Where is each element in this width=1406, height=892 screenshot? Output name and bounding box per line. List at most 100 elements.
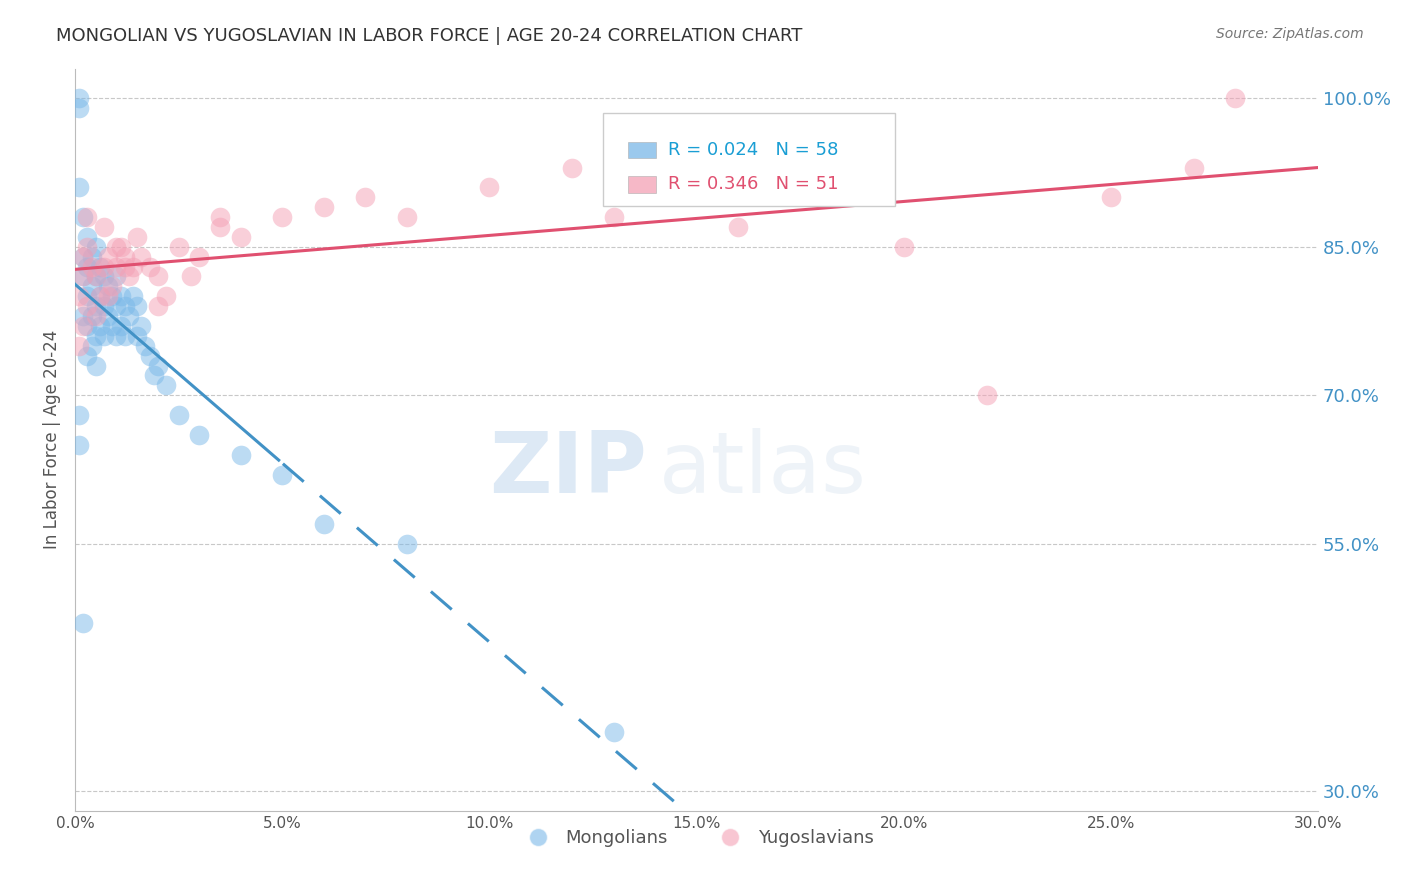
Point [84, 269, 107, 284]
Point [72, 210, 94, 224]
Point [229, 230, 252, 244]
Point [97, 309, 120, 323]
Point [602, 725, 624, 739]
Point [146, 269, 169, 284]
Point [67, 408, 90, 422]
Point [110, 318, 132, 333]
Point [114, 260, 136, 274]
Point [76, 240, 98, 254]
Point [84, 240, 107, 254]
Point [395, 210, 418, 224]
Point [76, 318, 98, 333]
Point [80, 339, 103, 353]
Point [97, 279, 120, 293]
Point [89, 318, 111, 333]
Point [72, 250, 94, 264]
Text: Source: ZipAtlas.com: Source: ZipAtlas.com [1216, 27, 1364, 41]
Legend: Mongolians, Yugoslavians: Mongolians, Yugoslavians [513, 822, 880, 855]
Y-axis label: In Labor Force | Age 20-24: In Labor Force | Age 20-24 [44, 330, 60, 549]
Point [1182, 161, 1205, 175]
Point [93, 329, 115, 343]
Text: MONGOLIAN VS YUGOSLAVIAN IN LABOR FORCE | AGE 20-24 CORRELATION CHART: MONGOLIAN VS YUGOSLAVIAN IN LABOR FORCE … [56, 27, 803, 45]
Point [602, 210, 624, 224]
FancyBboxPatch shape [603, 113, 896, 206]
Point [114, 299, 136, 313]
Point [72, 615, 94, 630]
Point [67, 101, 90, 115]
Point [105, 269, 128, 284]
Point [80, 309, 103, 323]
Point [101, 279, 124, 293]
Point [561, 161, 583, 175]
Text: ZIP: ZIP [489, 428, 647, 511]
Point [180, 269, 202, 284]
Point [209, 210, 232, 224]
Point [67, 91, 90, 105]
Point [131, 318, 153, 333]
Point [312, 516, 335, 531]
Point [93, 260, 115, 274]
Point [167, 408, 190, 422]
FancyBboxPatch shape [628, 177, 655, 193]
Point [893, 240, 915, 254]
Point [72, 309, 94, 323]
Point [127, 329, 149, 343]
Point [122, 260, 145, 274]
Point [685, 170, 707, 185]
Point [93, 299, 115, 313]
Point [72, 250, 94, 264]
Point [80, 279, 103, 293]
Point [167, 240, 190, 254]
Point [84, 329, 107, 343]
Point [76, 289, 98, 303]
Point [84, 359, 107, 373]
Point [118, 309, 141, 323]
Point [67, 289, 90, 303]
Point [271, 210, 294, 224]
Point [188, 250, 211, 264]
Point [188, 428, 211, 442]
Point [97, 289, 120, 303]
Point [114, 250, 136, 264]
Point [72, 269, 94, 284]
Point [127, 230, 149, 244]
Point [131, 250, 153, 264]
Point [229, 448, 252, 462]
Point [271, 467, 294, 482]
Point [105, 240, 128, 254]
Point [67, 339, 90, 353]
Point [1099, 190, 1122, 204]
Point [354, 190, 377, 204]
Point [84, 269, 107, 284]
Point [97, 250, 120, 264]
Point [89, 289, 111, 303]
Point [76, 299, 98, 313]
Point [101, 318, 124, 333]
Point [76, 260, 98, 274]
Point [727, 219, 749, 234]
Point [138, 260, 160, 274]
Point [810, 180, 832, 194]
Point [976, 388, 998, 402]
Point [146, 359, 169, 373]
Point [110, 240, 132, 254]
Point [89, 260, 111, 274]
Point [72, 318, 94, 333]
Point [395, 537, 418, 551]
Point [76, 210, 98, 224]
Point [105, 260, 128, 274]
Point [80, 260, 103, 274]
Point [146, 299, 169, 313]
Point [67, 438, 90, 452]
Point [67, 180, 90, 194]
Point [93, 219, 115, 234]
Point [105, 299, 128, 313]
Point [478, 180, 501, 194]
Text: R = 0.024   N = 58: R = 0.024 N = 58 [668, 141, 838, 159]
Point [93, 269, 115, 284]
Text: R = 0.346   N = 51: R = 0.346 N = 51 [668, 176, 838, 194]
Point [155, 289, 177, 303]
Point [118, 269, 141, 284]
Point [122, 289, 145, 303]
Point [110, 289, 132, 303]
